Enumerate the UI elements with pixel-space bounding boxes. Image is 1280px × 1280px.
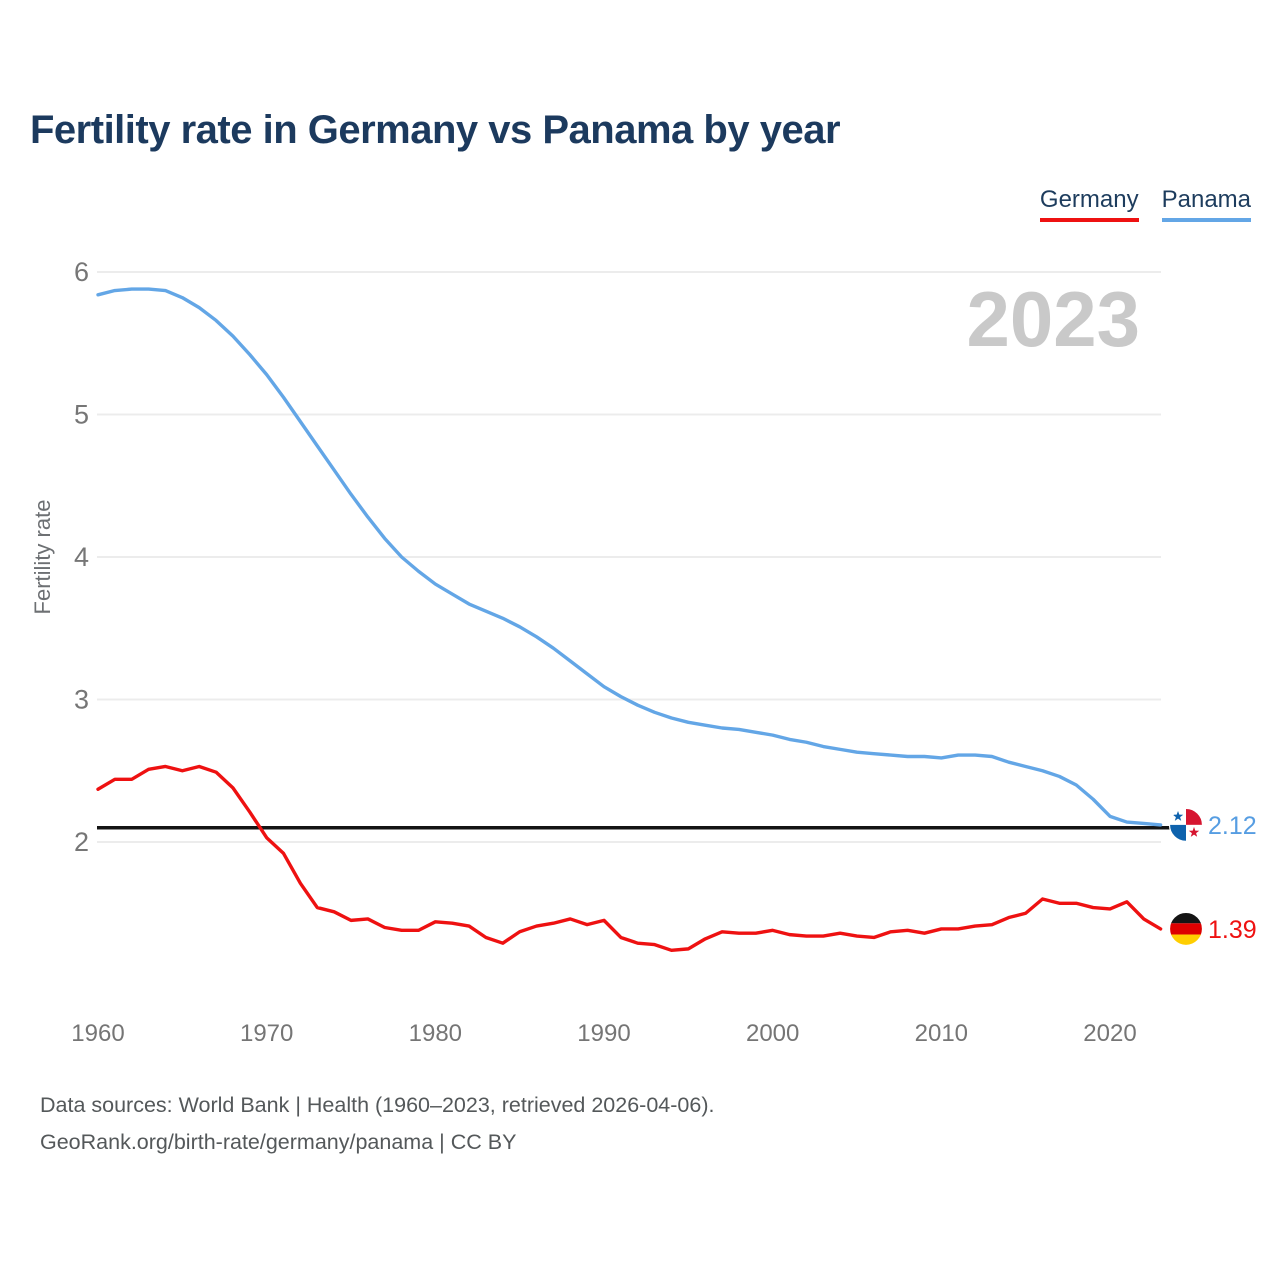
grid-layer: 2 3 4 5 6 1960 1970 1980 1990 2000 2010 2020 bbox=[71, 257, 1161, 1047]
panama-series-line[interactable] bbox=[96, 287, 1163, 827]
legend-item-germany[interactable]: Germany bbox=[1039, 186, 1139, 223]
x-tick-label: 1990 bbox=[577, 1020, 630, 1047]
footer-sources: Data sources: World Bank | Health (1960–… bbox=[40, 1093, 715, 1117]
x-tick-label: 1980 bbox=[409, 1020, 462, 1047]
y-tick-label: 2 bbox=[74, 827, 89, 857]
y-tick-label: 3 bbox=[74, 685, 89, 715]
panama-end-value: 2.12 bbox=[1208, 812, 1257, 840]
footer-attribution: GeoRank.org/birth-rate/germany/panama | … bbox=[40, 1130, 517, 1154]
chart-title: Fertility rate in Germany vs Panama by y… bbox=[30, 108, 841, 152]
germany-end-value: 1.39 bbox=[1208, 916, 1257, 944]
panama-flag-icon bbox=[1168, 807, 1204, 843]
germany-flag-icon bbox=[1168, 911, 1204, 947]
footer: Data sources: World Bank | Health (1960–… bbox=[40, 1087, 714, 1161]
y-tick-label: 4 bbox=[74, 542, 89, 572]
y-tick-label: 6 bbox=[74, 257, 89, 287]
x-tick-label: 2020 bbox=[1083, 1020, 1136, 1047]
legend: Germany Panama bbox=[1039, 186, 1251, 223]
watermark-year: 2023 bbox=[966, 275, 1140, 363]
legend-label-panama: Panama bbox=[1161, 186, 1251, 213]
legend-item-panama[interactable]: Panama bbox=[1161, 186, 1251, 223]
y-axis-title: Fertility rate bbox=[30, 500, 55, 615]
legend-label-germany: Germany bbox=[1039, 186, 1139, 213]
y-tick-label: 5 bbox=[74, 400, 89, 430]
x-tick-label: 2000 bbox=[746, 1020, 799, 1047]
germany-series-line[interactable] bbox=[96, 764, 1163, 952]
x-tick-label: 2010 bbox=[915, 1020, 968, 1047]
x-tick-label: 1970 bbox=[240, 1020, 293, 1047]
x-tick-label: 1960 bbox=[71, 1020, 124, 1047]
